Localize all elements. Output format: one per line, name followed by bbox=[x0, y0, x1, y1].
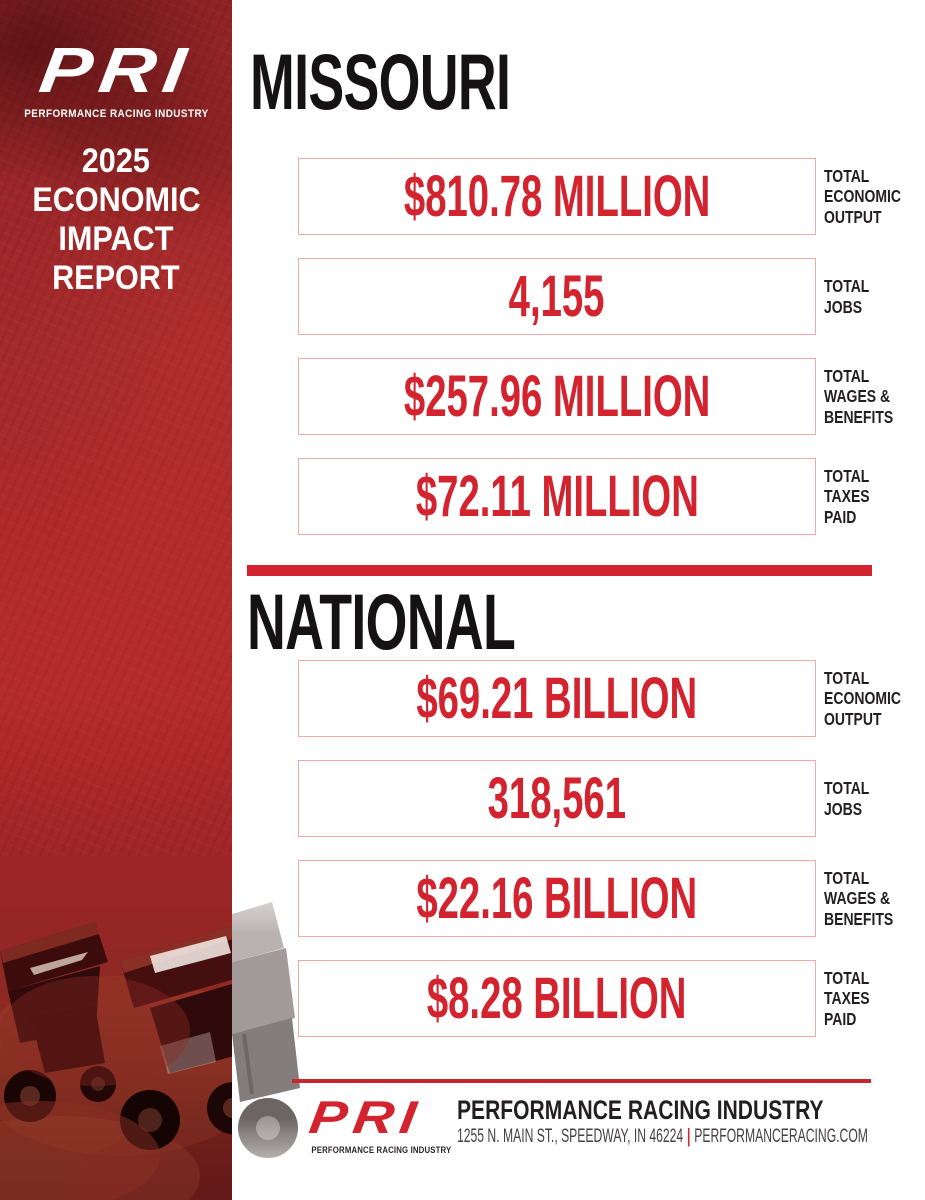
report-title-line-report: REPORT bbox=[52, 259, 180, 297]
stat-label: TOTAL WAGES & BENEFITS bbox=[824, 366, 894, 427]
race-cars-photo bbox=[0, 856, 312, 1200]
stat-value: $22.16 BILLION bbox=[416, 865, 698, 931]
stat-label: TOTAL TAXES PAID bbox=[824, 968, 870, 1029]
stat-row-missouri-wages: $257.96 MILLION TOTAL WAGES & BENEFITS bbox=[298, 358, 910, 435]
stat-box: $257.96 MILLION bbox=[298, 358, 816, 435]
stat-box: $22.16 BILLION bbox=[298, 860, 816, 937]
stat-box: $8.28 BILLION bbox=[298, 960, 816, 1037]
section-divider bbox=[247, 565, 872, 576]
stat-value: $257.96 MILLION bbox=[403, 363, 711, 429]
footer-pri-logo: PRI PERFORMANCE RACING INDUSTRY bbox=[296, 1091, 451, 1158]
stat-label: TOTAL JOBS bbox=[824, 276, 870, 317]
stat-value: 318,561 bbox=[487, 765, 627, 831]
stat-label: TOTAL TAXES PAID bbox=[824, 466, 870, 527]
stat-row-national-wages: $22.16 BILLION TOTAL WAGES & BENEFITS bbox=[298, 860, 910, 937]
stat-value: $810.78 MILLION bbox=[403, 163, 711, 229]
stat-row-missouri-jobs: 4,155 TOTAL JOBS bbox=[298, 258, 910, 335]
pri-logo-text: PRI bbox=[34, 34, 198, 106]
section-heading-missouri: MISSOURI bbox=[250, 37, 511, 126]
footer-rule bbox=[292, 1079, 871, 1083]
stat-box: $72.11 MILLION bbox=[298, 458, 816, 535]
stat-row-national-taxes: $8.28 BILLION TOTAL TAXES PAID bbox=[298, 960, 910, 1037]
stat-value: $8.28 BILLION bbox=[427, 965, 687, 1031]
stat-label: TOTAL WAGES & BENEFITS bbox=[824, 868, 894, 929]
footer-org-name: PERFORMANCE RACING INDUSTRY bbox=[457, 1095, 824, 1125]
stat-box: 4,155 bbox=[298, 258, 816, 335]
footer-pri-logo-text: PRI bbox=[306, 1091, 426, 1143]
stat-box: $69.21 BILLION bbox=[298, 660, 816, 737]
footer-text-block: PERFORMANCE RACING INDUSTRY 1255 N. MAIN… bbox=[457, 1096, 925, 1148]
footer-website: PERFORMANCERACING.COM bbox=[694, 1126, 868, 1147]
stat-box: 318,561 bbox=[298, 760, 816, 837]
stat-row-missouri-taxes: $72.11 MILLION TOTAL TAXES PAID bbox=[298, 458, 910, 535]
report-title-line-economic: ECONOMIC bbox=[31, 181, 201, 219]
stat-value: $69.21 BILLION bbox=[416, 665, 698, 731]
footer-address: 1255 N. MAIN ST., SPEEDWAY, IN 46224 bbox=[457, 1126, 684, 1147]
stat-value: 4,155 bbox=[509, 263, 605, 329]
stat-label: TOTAL ECONOMIC OUTPUT bbox=[824, 166, 901, 227]
footer-pri-logo-tagline: PERFORMANCE RACING INDUSTRY bbox=[311, 1145, 452, 1156]
stat-value: $72.11 MILLION bbox=[415, 463, 699, 529]
report-title-line-impact: IMPACT bbox=[58, 220, 174, 258]
stat-label: TOTAL ECONOMIC OUTPUT bbox=[824, 668, 901, 729]
stat-row-missouri-output: $810.78 MILLION TOTAL ECONOMIC OUTPUT bbox=[298, 158, 910, 235]
stat-row-national-jobs: 318,561 TOTAL JOBS bbox=[298, 760, 910, 837]
pri-logo-tagline: PERFORMANCE RACING INDUSTRY bbox=[23, 108, 209, 120]
stat-box: $810.78 MILLION bbox=[298, 158, 816, 235]
footer-separator: | bbox=[687, 1126, 691, 1147]
pri-logo: PRI PERFORMANCE RACING INDUSTRY bbox=[0, 34, 232, 122]
stat-label: TOTAL JOBS bbox=[824, 778, 870, 819]
report-title-line-year: 2025 bbox=[81, 142, 151, 180]
section-heading-national: NATIONAL bbox=[247, 577, 516, 666]
stat-row-national-output: $69.21 BILLION TOTAL ECONOMIC OUTPUT bbox=[298, 660, 910, 737]
footer-address-line: 1255 N. MAIN ST., SPEEDWAY, IN 46224 | PER… bbox=[457, 1126, 868, 1148]
report-title: 2025 ECONOMIC IMPACT REPORT bbox=[0, 142, 232, 298]
sidebar: PRI PERFORMANCE RACING INDUSTRY 2025 ECO… bbox=[0, 0, 312, 1200]
